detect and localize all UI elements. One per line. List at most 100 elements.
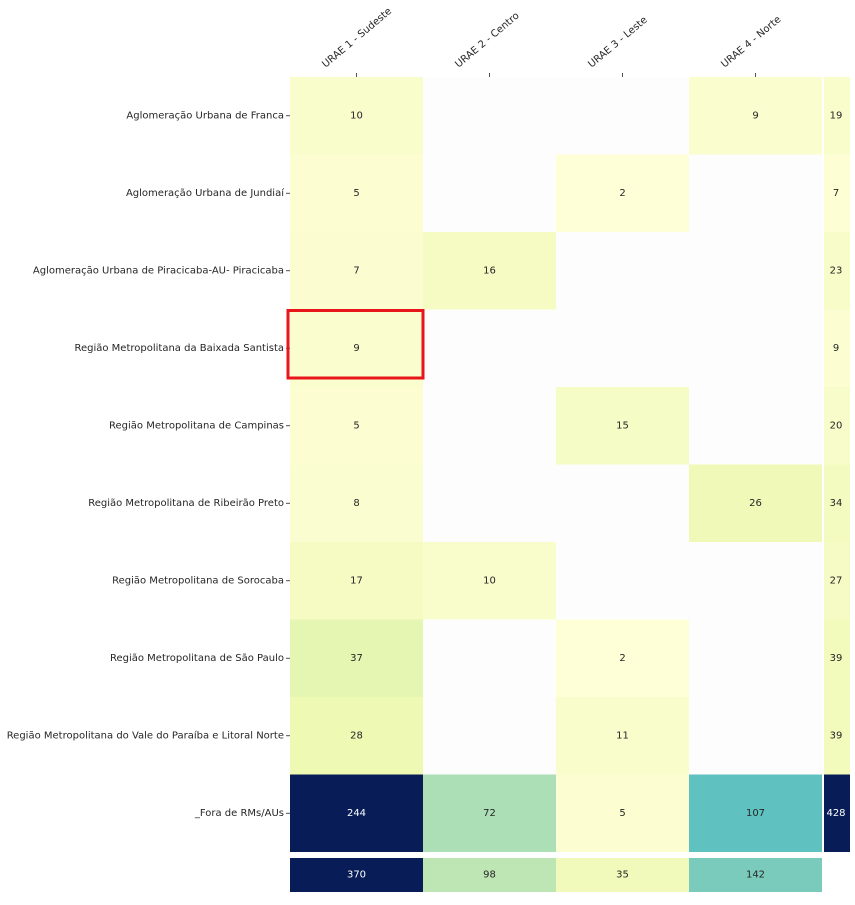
heatmap-cell [689, 774, 822, 852]
cell-value-label: 15 [616, 420, 629, 431]
row-label: Região Metropolitana do Vale do Paraíba … [7, 729, 284, 741]
row-total-label: 7 [833, 188, 839, 199]
heatmap-cell [423, 697, 556, 775]
column-total-cell [689, 858, 822, 892]
column-total-label: 142 [746, 870, 765, 881]
column-total-cell [290, 858, 423, 892]
cell-value-label: 5 [353, 420, 359, 431]
heatmap-cell [423, 77, 556, 155]
cell-value-label: 37 [350, 653, 363, 664]
heatmap-cell [556, 542, 689, 620]
column-total-cell [556, 858, 689, 892]
heatmap-cell [556, 232, 689, 310]
column-label: URAE 2 - Centro [453, 10, 521, 70]
heatmap-cell [556, 697, 689, 775]
row-label: Região Metropolitana de Sorocaba [112, 575, 284, 586]
row-total-label: 23 [830, 265, 843, 276]
heatmap-cell [689, 232, 822, 310]
row-label: Região Metropolitana de Campinas [109, 420, 284, 431]
column-total-cell [423, 858, 556, 892]
row-total-label: 19 [830, 110, 843, 121]
column-label: URAE 4 - Norte [719, 14, 783, 70]
cell-value-label: 244 [347, 808, 366, 819]
heatmap-cell [423, 619, 556, 697]
heatmap-cell [423, 542, 556, 620]
heatmap-cell [423, 154, 556, 232]
cell-value-label: 72 [483, 808, 496, 819]
row-total-cell [824, 774, 850, 852]
row-label: Aglomeração Urbana de Jundiaí [126, 187, 285, 199]
cell-value-label: 2 [619, 188, 625, 199]
heatmap-cell [290, 542, 423, 620]
heatmap-cell [556, 387, 689, 465]
column-total-label: 370 [347, 870, 366, 881]
heatmap-cell [423, 232, 556, 310]
heatmap-cell [689, 77, 822, 155]
column-label: URAE 3 - Leste [586, 15, 649, 71]
row-label: Região Metropolitana da Baixada Santista [74, 343, 284, 354]
heatmap-cell [290, 77, 423, 155]
cell-value-label: 5 [353, 188, 359, 199]
row-total-cell [824, 542, 850, 620]
heatmap-cell [290, 697, 423, 775]
heatmap-cell [423, 387, 556, 465]
heatmap-cell [689, 542, 822, 620]
cell-value-label: 9 [353, 343, 359, 354]
row-total-cell [824, 464, 850, 542]
heatmap-cell [556, 77, 689, 155]
heatmap-cell [689, 697, 822, 775]
row-label: Região Metropolitana de Ribeirão Preto [88, 498, 284, 509]
cell-value-label: 9 [752, 110, 758, 121]
cell-value-label: 2 [619, 653, 625, 664]
row-label: _Fora de RMs/AUs [194, 808, 284, 819]
heatmap-cell [290, 154, 423, 232]
row-total-cell [824, 154, 850, 232]
row-label: Aglomeração Urbana de Piracicaba-AU- Pir… [33, 265, 284, 276]
heatmap-cell [423, 774, 556, 852]
cell-value-label: 28 [350, 730, 363, 741]
heatmap-cell [556, 619, 689, 697]
heatmap-cell [556, 309, 689, 387]
row-total-cell [824, 697, 850, 775]
column-label: URAE 1 - Sudeste [320, 6, 394, 70]
heatmap-cell [689, 309, 822, 387]
cell-value-label: 5 [619, 808, 625, 819]
column-total-label: 35 [616, 870, 629, 881]
row-label: Aglomeração Urbana de Franca [126, 110, 284, 121]
cell-value-label: 8 [353, 498, 359, 509]
cell-value-label: 26 [749, 498, 762, 509]
row-total-label: 39 [830, 730, 843, 741]
heatmap-cell [290, 232, 423, 310]
heatmap-cell [290, 619, 423, 697]
row-total-label: 27 [830, 575, 843, 586]
cell-value-label: 7 [353, 265, 359, 276]
row-total-cell [824, 232, 850, 310]
column-total-label: 98 [483, 870, 496, 881]
heatmap-cell [556, 464, 689, 542]
heatmap-cell [290, 309, 423, 387]
row-total-label: 428 [826, 808, 845, 819]
heatmap-cell [290, 387, 423, 465]
heatmap-cell [423, 309, 556, 387]
heatmap-cell [689, 464, 822, 542]
row-total-cell [824, 77, 850, 155]
row-total-label: 20 [830, 420, 843, 431]
row-label: Região Metropolitana de São Paulo [110, 653, 284, 664]
heatmap-cell [556, 774, 689, 852]
cell-value-label: 17 [350, 575, 363, 586]
cell-value-label: 16 [483, 265, 496, 276]
row-total-cell [824, 387, 850, 465]
cell-value-label: 10 [350, 110, 363, 121]
highlight-box [286, 309, 425, 380]
row-total-cell [824, 309, 850, 387]
heatmap-cell [423, 464, 556, 542]
heatmap-cell [556, 154, 689, 232]
heatmap-cell [689, 154, 822, 232]
row-total-label: 39 [830, 653, 843, 664]
row-total-cell [824, 619, 850, 697]
cell-value-label: 107 [746, 808, 765, 819]
heatmap-cell [290, 464, 423, 542]
cell-value-label: 10 [483, 575, 496, 586]
